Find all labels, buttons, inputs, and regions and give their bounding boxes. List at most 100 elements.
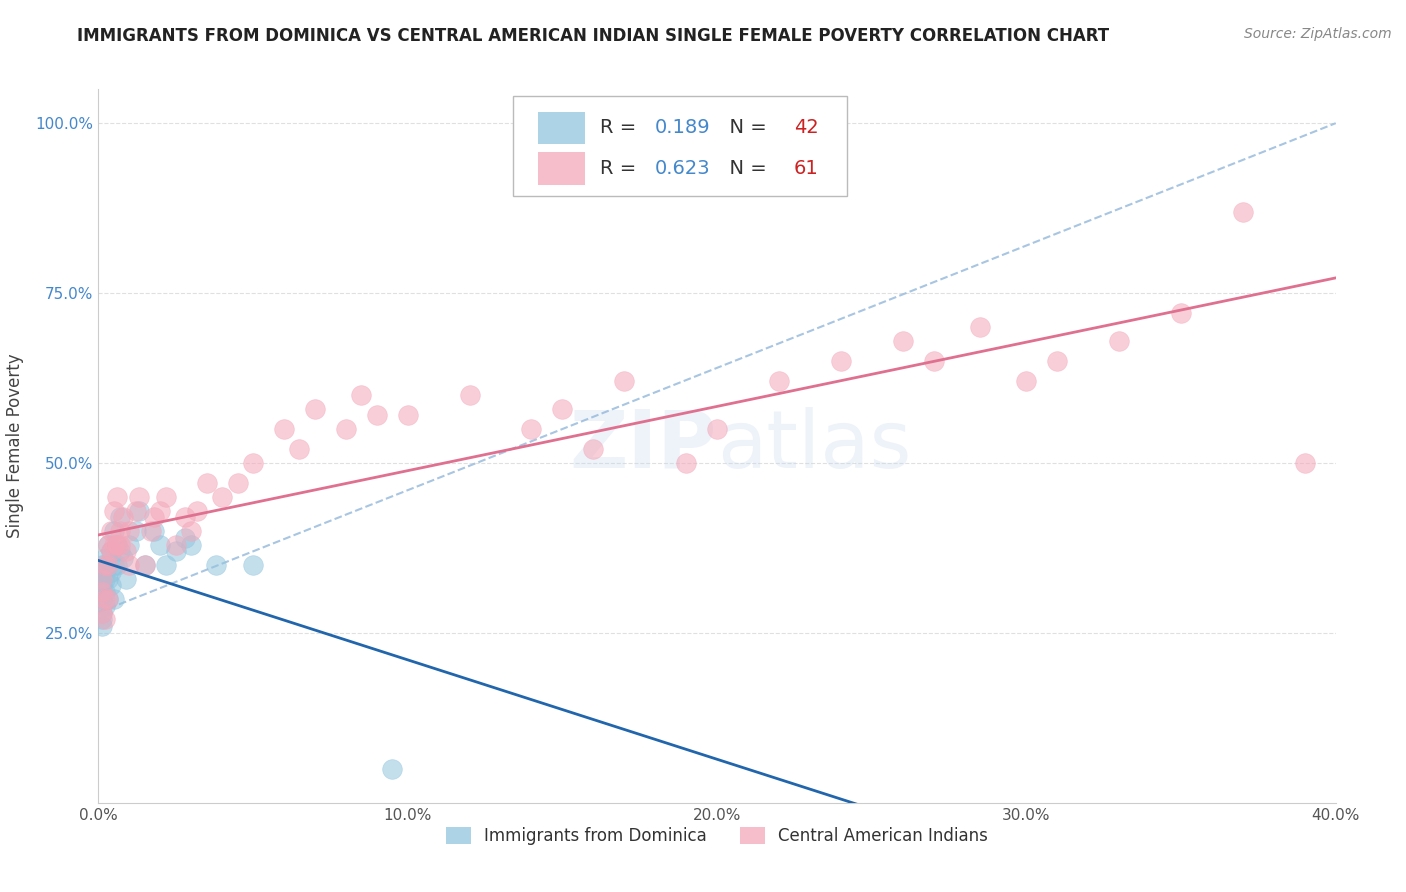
Point [969,320,991,334]
Point [105,537,128,551]
Point [381,762,404,776]
Point [143,524,166,538]
Point [273,422,295,436]
Point [103,591,125,606]
Point [891,334,914,348]
Point [149,537,172,551]
Point [90,619,112,633]
Point [90,578,112,592]
Point [105,558,128,572]
Point [613,375,636,389]
Point [100,524,122,538]
Point [551,401,574,416]
Point [165,537,187,551]
Point [118,524,141,538]
Point [105,537,128,551]
Text: R =: R = [599,159,643,178]
Point [90,606,112,620]
Point [93,551,115,566]
Point [830,354,852,368]
Point [108,544,131,558]
Point [155,490,177,504]
Point [124,524,146,538]
Point [1108,334,1130,348]
Point [115,544,138,558]
Point [520,422,543,436]
Point [1046,354,1069,368]
Point [768,375,790,389]
Point [1015,375,1038,389]
FancyBboxPatch shape [537,153,585,185]
Point [205,558,228,572]
Point [108,524,131,538]
Point [103,537,125,551]
Point [134,558,156,572]
Point [97,591,120,606]
Point [97,558,120,572]
Point [100,544,122,558]
Point [304,401,326,416]
Point [134,558,156,572]
Point [350,388,373,402]
FancyBboxPatch shape [513,96,846,196]
Text: IMMIGRANTS FROM DOMINICA VS CENTRAL AMERICAN INDIAN SINGLE FEMALE POVERTY CORREL: IMMIGRANTS FROM DOMINICA VS CENTRAL AMER… [77,27,1109,45]
Point [90,572,112,586]
Point [458,388,481,402]
Point [90,572,112,586]
Point [118,558,141,572]
Point [93,599,115,613]
Point [93,558,115,572]
Point [288,442,311,457]
Point [97,591,120,606]
Point [582,442,605,457]
Text: atlas: atlas [717,407,911,485]
Point [195,476,218,491]
Point [97,558,120,572]
Point [112,510,135,524]
Text: 0.189: 0.189 [655,118,711,136]
Point [186,503,208,517]
Point [124,503,146,517]
Point [103,558,125,572]
Text: 0.623: 0.623 [655,159,711,178]
Point [128,503,150,517]
Point [226,476,249,491]
Point [93,585,115,599]
Point [396,409,419,423]
Text: N =: N = [717,118,773,136]
Point [100,565,122,579]
Point [143,510,166,524]
Point [93,591,115,606]
Text: 42: 42 [794,118,818,136]
Point [128,490,150,504]
Point [242,558,264,572]
Point [1294,456,1316,470]
Point [675,456,697,470]
Point [180,524,202,538]
Point [90,612,112,626]
Point [211,490,233,504]
Point [97,537,120,551]
Point [103,524,125,538]
Point [1170,306,1192,320]
Point [174,510,197,524]
Point [90,558,112,572]
Point [118,537,141,551]
Legend: Immigrants from Dominica, Central American Indians: Immigrants from Dominica, Central Americ… [439,820,995,852]
Point [706,422,728,436]
Point [93,612,115,626]
Point [90,591,112,606]
Point [174,531,197,545]
Point [149,503,172,517]
Point [366,409,388,423]
Point [165,544,187,558]
Y-axis label: Single Female Poverty: Single Female Poverty [7,354,24,538]
Point [93,565,115,579]
Text: N =: N = [717,159,773,178]
Point [100,544,122,558]
Point [90,585,112,599]
FancyBboxPatch shape [537,112,585,144]
Point [90,606,112,620]
Point [242,456,264,470]
Point [100,578,122,592]
